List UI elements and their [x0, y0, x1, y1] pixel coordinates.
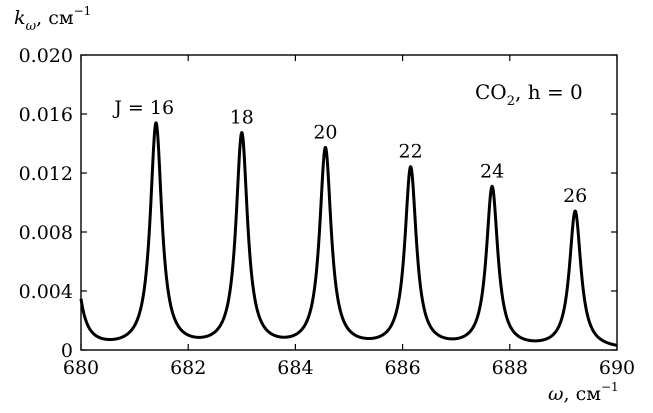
x-tick-label: 690	[599, 357, 635, 379]
annotation-param: , h = 0	[515, 80, 583, 104]
y-tick-label: 0.016	[19, 104, 73, 126]
annotation-species-sub: 2	[507, 94, 515, 109]
x-axis-label-main: ω	[548, 383, 564, 405]
y-tick-label: 0.020	[19, 45, 73, 67]
x-tick-label: 684	[277, 357, 313, 379]
peak-label: 24	[480, 160, 504, 182]
x-tick-label: 680	[63, 357, 99, 379]
y-tick-label: 0.008	[19, 222, 73, 244]
annotation-species: CO	[475, 80, 507, 104]
x-axis-label-unit: , см	[564, 383, 602, 405]
spectrum-line	[81, 123, 617, 345]
x-tick-label: 688	[492, 357, 528, 379]
peak-labels: J = 16 18 20 22 24 26	[112, 97, 587, 207]
y-axis-label-unit: , см	[36, 7, 74, 29]
y-axis-label-sub: ω	[26, 19, 37, 34]
y-axis-label-exp: −1	[74, 4, 92, 18]
y-tick-label: 0.004	[19, 281, 73, 303]
y-axis-label-main: k	[14, 7, 26, 29]
peak-label: 20	[313, 121, 337, 143]
annotation-text: CO2, h = 0	[475, 80, 583, 109]
x-axis-label-exp: −1	[601, 380, 619, 394]
peak-label: 22	[399, 141, 423, 163]
y-axis-label: kω, см−1	[14, 4, 91, 34]
x-axis-label: ω, см−1	[548, 380, 619, 405]
y-tick-label: 0.012	[19, 163, 73, 185]
peak-label: J = 16	[112, 97, 174, 119]
x-tick-label: 682	[170, 357, 206, 379]
peak-label: 26	[563, 185, 587, 207]
peak-label: 18	[230, 107, 254, 129]
x-tick-label: 686	[384, 357, 420, 379]
series-group	[81, 123, 617, 345]
